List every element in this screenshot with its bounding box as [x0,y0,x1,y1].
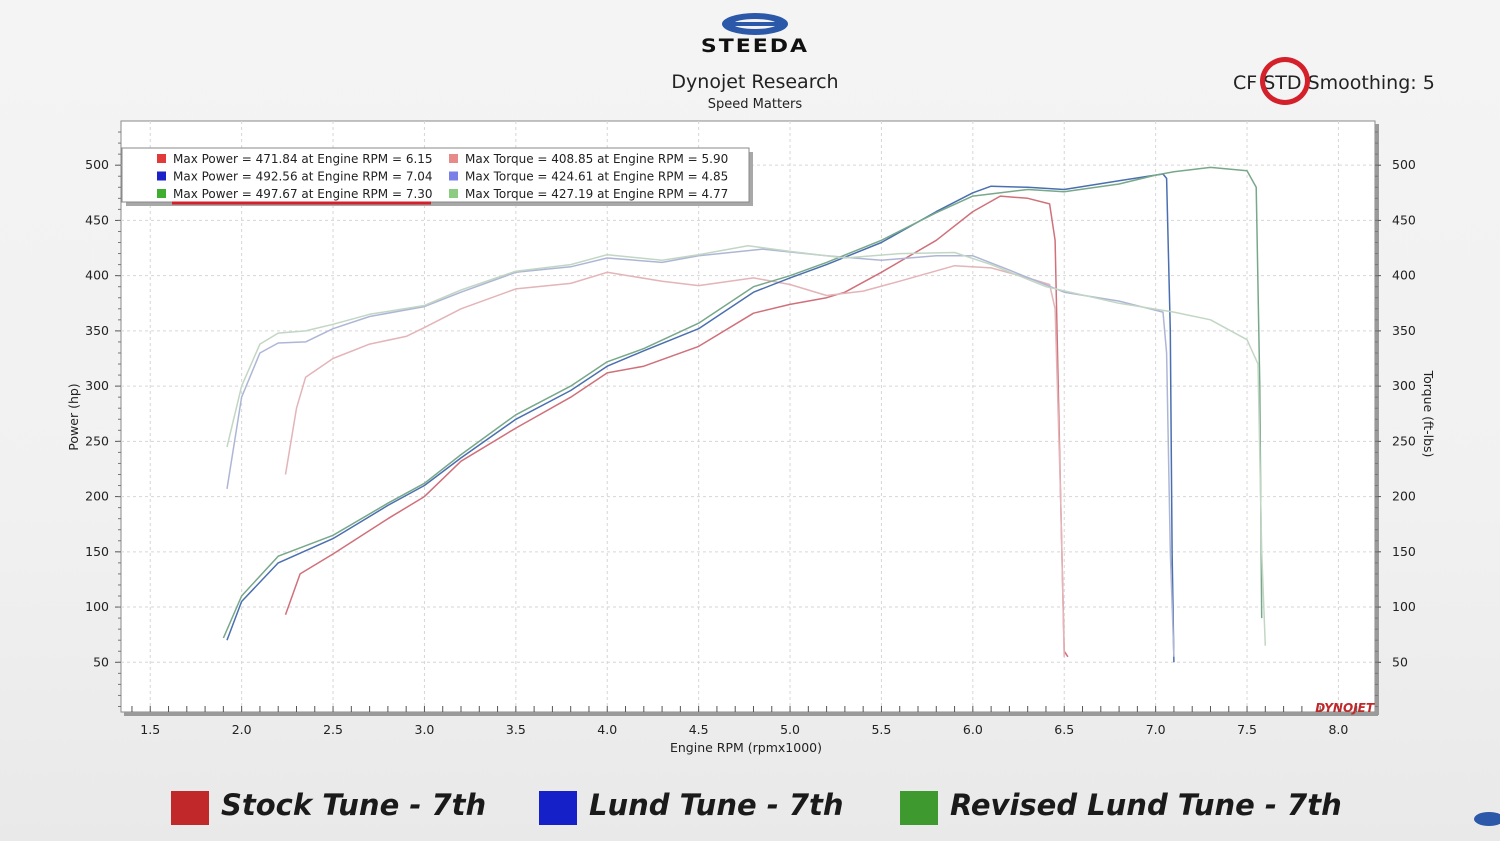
y-tick-label-left: 50 [93,654,109,669]
chart-legend: Max Power = 471.84 at Engine RPM = 6.15 M… [121,147,753,206]
series-line-power-4 [222,166,1263,639]
x-tick-label: 2.0 [232,722,252,737]
y-tick-label-right: 100 [1392,599,1416,614]
legend-swatch [449,189,458,198]
legend-swatch [449,154,458,163]
legend-entry: Max Power = 492.56 at Engine RPM = 7.04 [173,170,433,184]
steeda-logo: STEEDA [660,12,850,60]
x-tick-label: 2.5 [323,722,343,737]
y-tick-label-right: 200 [1392,489,1416,504]
dynojet-watermark: DYNOJET [1315,701,1375,715]
y-tick-label-left: 300 [85,378,109,393]
steeda-swoosh-icon [722,13,788,35]
legend-entry: Max Torque = 424.61 at Engine RPM = 4.85 [465,170,728,184]
x-axis-label: Engine RPM (rpmx1000) [670,740,822,755]
legend-box [121,147,750,203]
plot-shadow-bottom [124,712,1378,716]
legend-swatch [449,171,458,181]
y-tick-label-left: 500 [85,157,109,172]
x-tick-label: 5.0 [780,722,800,737]
chart-grid [121,121,1375,712]
series-line-torque-3 [226,248,1175,657]
x-tick-label: 3.0 [415,722,435,737]
y-tick-label-right: 300 [1392,378,1416,393]
legend-swatch [157,154,166,163]
footer-label-stock: Stock Tune - 7th [221,788,487,822]
y-tick-label-left: 250 [85,433,109,448]
y-tick-label-left: 200 [85,489,109,504]
page-title: Dynojet Research [671,71,839,93]
y-tick-label-right: 500 [1392,157,1416,172]
y-tick-label-right: 400 [1392,268,1416,283]
smoothing-label: Smoothing: 5 [1307,72,1435,94]
y-tick-label-left: 350 [85,323,109,338]
legend-swatch [157,171,166,181]
chart-series [222,166,1267,663]
footer-label-lund: Lund Tune - 7th [589,788,844,822]
y-tick-label-right: 50 [1392,654,1408,669]
y2-axis-label: Torque (ft-lbs) [1421,370,1436,458]
cf-label: CF [1233,72,1258,94]
plot-area [120,120,1376,713]
y-axis-label: Power (hp) [66,383,81,450]
x-tick-label: 8.0 [1328,722,1348,737]
y-tick-label-left: 450 [85,212,109,227]
series-line-power-0 [284,195,1069,658]
x-tick-label: 1.5 [140,722,160,737]
footer-swatch-stock [171,791,209,825]
x-tick-label: 5.5 [871,722,891,737]
chart-frame [120,120,1379,716]
legend-entry: Max Power = 497.67 at Engine RPM = 7.30 [173,187,433,201]
y-tick-label-right: 250 [1392,433,1416,448]
x-tick-label: 4.0 [597,722,617,737]
footer-swatch-lund [539,791,577,825]
std-highlight-circle [1260,57,1310,105]
legend-entry: Max Torque = 427.19 at Engine RPM = 4.77 [465,187,728,201]
legend-entry: Max Power = 471.84 at Engine RPM = 6.15 [173,152,433,166]
y-tick-label-left: 400 [85,268,109,283]
y-tick-label-left: 150 [85,544,109,559]
steeda-logo-text: STEEDA [700,35,810,58]
x-tick-label: 6.5 [1054,722,1074,737]
footer-swatch-revised [900,791,938,825]
page-subtitle: Speed Matters [707,97,803,112]
y-tick-label-right: 350 [1392,323,1416,338]
legend-entry: Max Torque = 408.85 at Engine RPM = 5.90 [465,152,728,166]
footer-label-revised: Revised Lund Tune - 7th [950,788,1342,822]
legend-swatch [157,189,166,198]
x-tick-label: 6.0 [963,722,983,737]
chart-ticks: 1.5 2.0 2.5 3.0 3.5 4.0 4.5 5.0 5.5 6.0 6.5 7.0 7.5 8… [85,131,1416,737]
x-tick-label: 3.5 [506,722,526,737]
x-tick-label: 7.5 [1237,722,1257,737]
x-tick-label: 7.0 [1146,722,1166,737]
y-tick-label-left: 100 [85,599,109,614]
y-tick-label-right: 450 [1392,212,1416,227]
series-line-torque-5 [226,245,1267,646]
y-tick-label-right: 150 [1392,544,1416,559]
steeda-corner-icon [1474,812,1500,826]
x-tick-label: 4.5 [689,722,709,737]
